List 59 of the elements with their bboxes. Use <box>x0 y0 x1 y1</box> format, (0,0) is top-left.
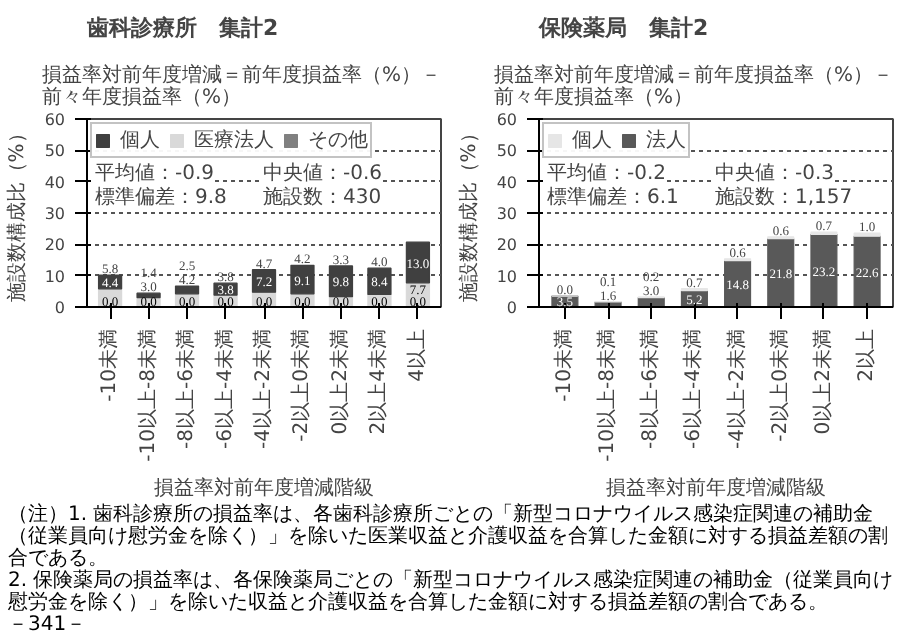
x-axis-title: 損益率対前年度増減階級 <box>154 475 374 500</box>
annotation: 施設数：430 <box>263 185 382 209</box>
bar <box>405 241 431 284</box>
y-tick-label: 20 <box>496 236 518 255</box>
x-tick-label: -2以上0未満 <box>289 328 314 442</box>
x-tick-label: 0以上2未満 <box>810 328 835 435</box>
y-tick-label: 10 <box>44 267 66 286</box>
annotation: 施設数：1,157 <box>715 185 853 209</box>
annotation: 中央値：-0.6 <box>263 161 383 185</box>
annotation: 中央値：-0.3 <box>715 161 835 185</box>
text: －341－ <box>8 614 89 636</box>
x-tick-label: 4以上 <box>404 328 429 382</box>
x-tick-label: -10以上-8未満 <box>135 328 160 462</box>
chart-title: 保険薬局 集計2 <box>537 15 709 41</box>
y-tick-label: 0 <box>506 299 518 317</box>
legend-label: 個人 <box>572 128 612 154</box>
text: （注）1. 歯科診療所の損益率は、各歯科診療所ごとの「新型コロナウイルス感染症関連の補助金（従業員向け慰労金を除く）」を除いた医業収益と介護収益を合算した金額に対する損益差額の割合である。 <box>8 504 890 570</box>
y-tick-label: 50 <box>44 142 66 161</box>
y-tick-label: 30 <box>44 205 66 223</box>
bar <box>367 267 392 296</box>
chart-title: 歯科診療所 集計2 <box>85 15 279 41</box>
y-axis-title: 施設数構成比（%） <box>4 123 29 303</box>
y-tick-label: 10 <box>496 267 518 286</box>
y-tick-label: 60 <box>496 111 518 129</box>
text: 2. 保険薬局の損益率は、各保険薬局ごとの「新型コロナウイルス感染症関連の補助金（従業員向け慰労金を除く）」を除いた収益と介護収益を合算した金額に対する損益差額の割合である。 <box>8 570 896 614</box>
legend-label: 個人 <box>120 128 160 154</box>
legend-label: 医療法人 <box>194 127 274 154</box>
annotation: 標準偏差：9.8 <box>95 185 227 209</box>
x-axis-title: 損益率対前年度増減階級 <box>606 475 826 500</box>
x-tick-label: 2以上 <box>854 328 879 382</box>
y-tick-label: 0 <box>54 299 66 317</box>
y-tick-label: 40 <box>496 173 518 192</box>
bar <box>174 285 200 295</box>
y-tick-label: 30 <box>496 205 518 223</box>
bar <box>290 264 315 295</box>
x-tick-label: 2以上4未満 <box>366 328 391 435</box>
y-tick-label: 50 <box>496 142 518 161</box>
annotation: 平均値：-0.2 <box>547 161 667 185</box>
x-tick-label: -10未満 <box>551 328 576 402</box>
x-tick-label: -8以上-6未満 <box>638 328 663 449</box>
y-tick-label: 60 <box>44 111 66 129</box>
x-tick-label: -8以上-6未満 <box>174 328 199 449</box>
legend-label: 法人 <box>646 127 686 154</box>
x-tick-label: -2以上0未満 <box>767 328 792 442</box>
y-tick-label: 40 <box>44 173 66 192</box>
y-axis-title: 施設数構成比（%） <box>456 123 481 303</box>
x-tick-label: -4以上-2未満 <box>724 328 749 449</box>
x-tick-label: -6以上-4未満 <box>681 328 706 449</box>
y-tick-label: 20 <box>44 236 66 255</box>
x-tick-label: -10未満 <box>97 328 122 402</box>
x-tick-label: -4以上-2未満 <box>251 328 275 449</box>
x-tick-label: -10以上-8未満 <box>595 328 620 462</box>
x-tick-label: 0以上2未満 <box>327 328 352 435</box>
x-tick-label: -6以上-4未満 <box>212 328 237 449</box>
chart-subtitle: 損益率対前年度増減＝前年度損益率（%）－前々年度損益率（%） <box>494 63 894 109</box>
annotation: 平均値：-0.9 <box>95 161 215 185</box>
chart-subtitle: 損益率対前年度増減＝前年度損益率（%）－前々年度損益率（%） <box>42 63 442 109</box>
annotation: 標準偏差：6.1 <box>547 185 679 209</box>
legend-label: その他 <box>308 128 368 154</box>
